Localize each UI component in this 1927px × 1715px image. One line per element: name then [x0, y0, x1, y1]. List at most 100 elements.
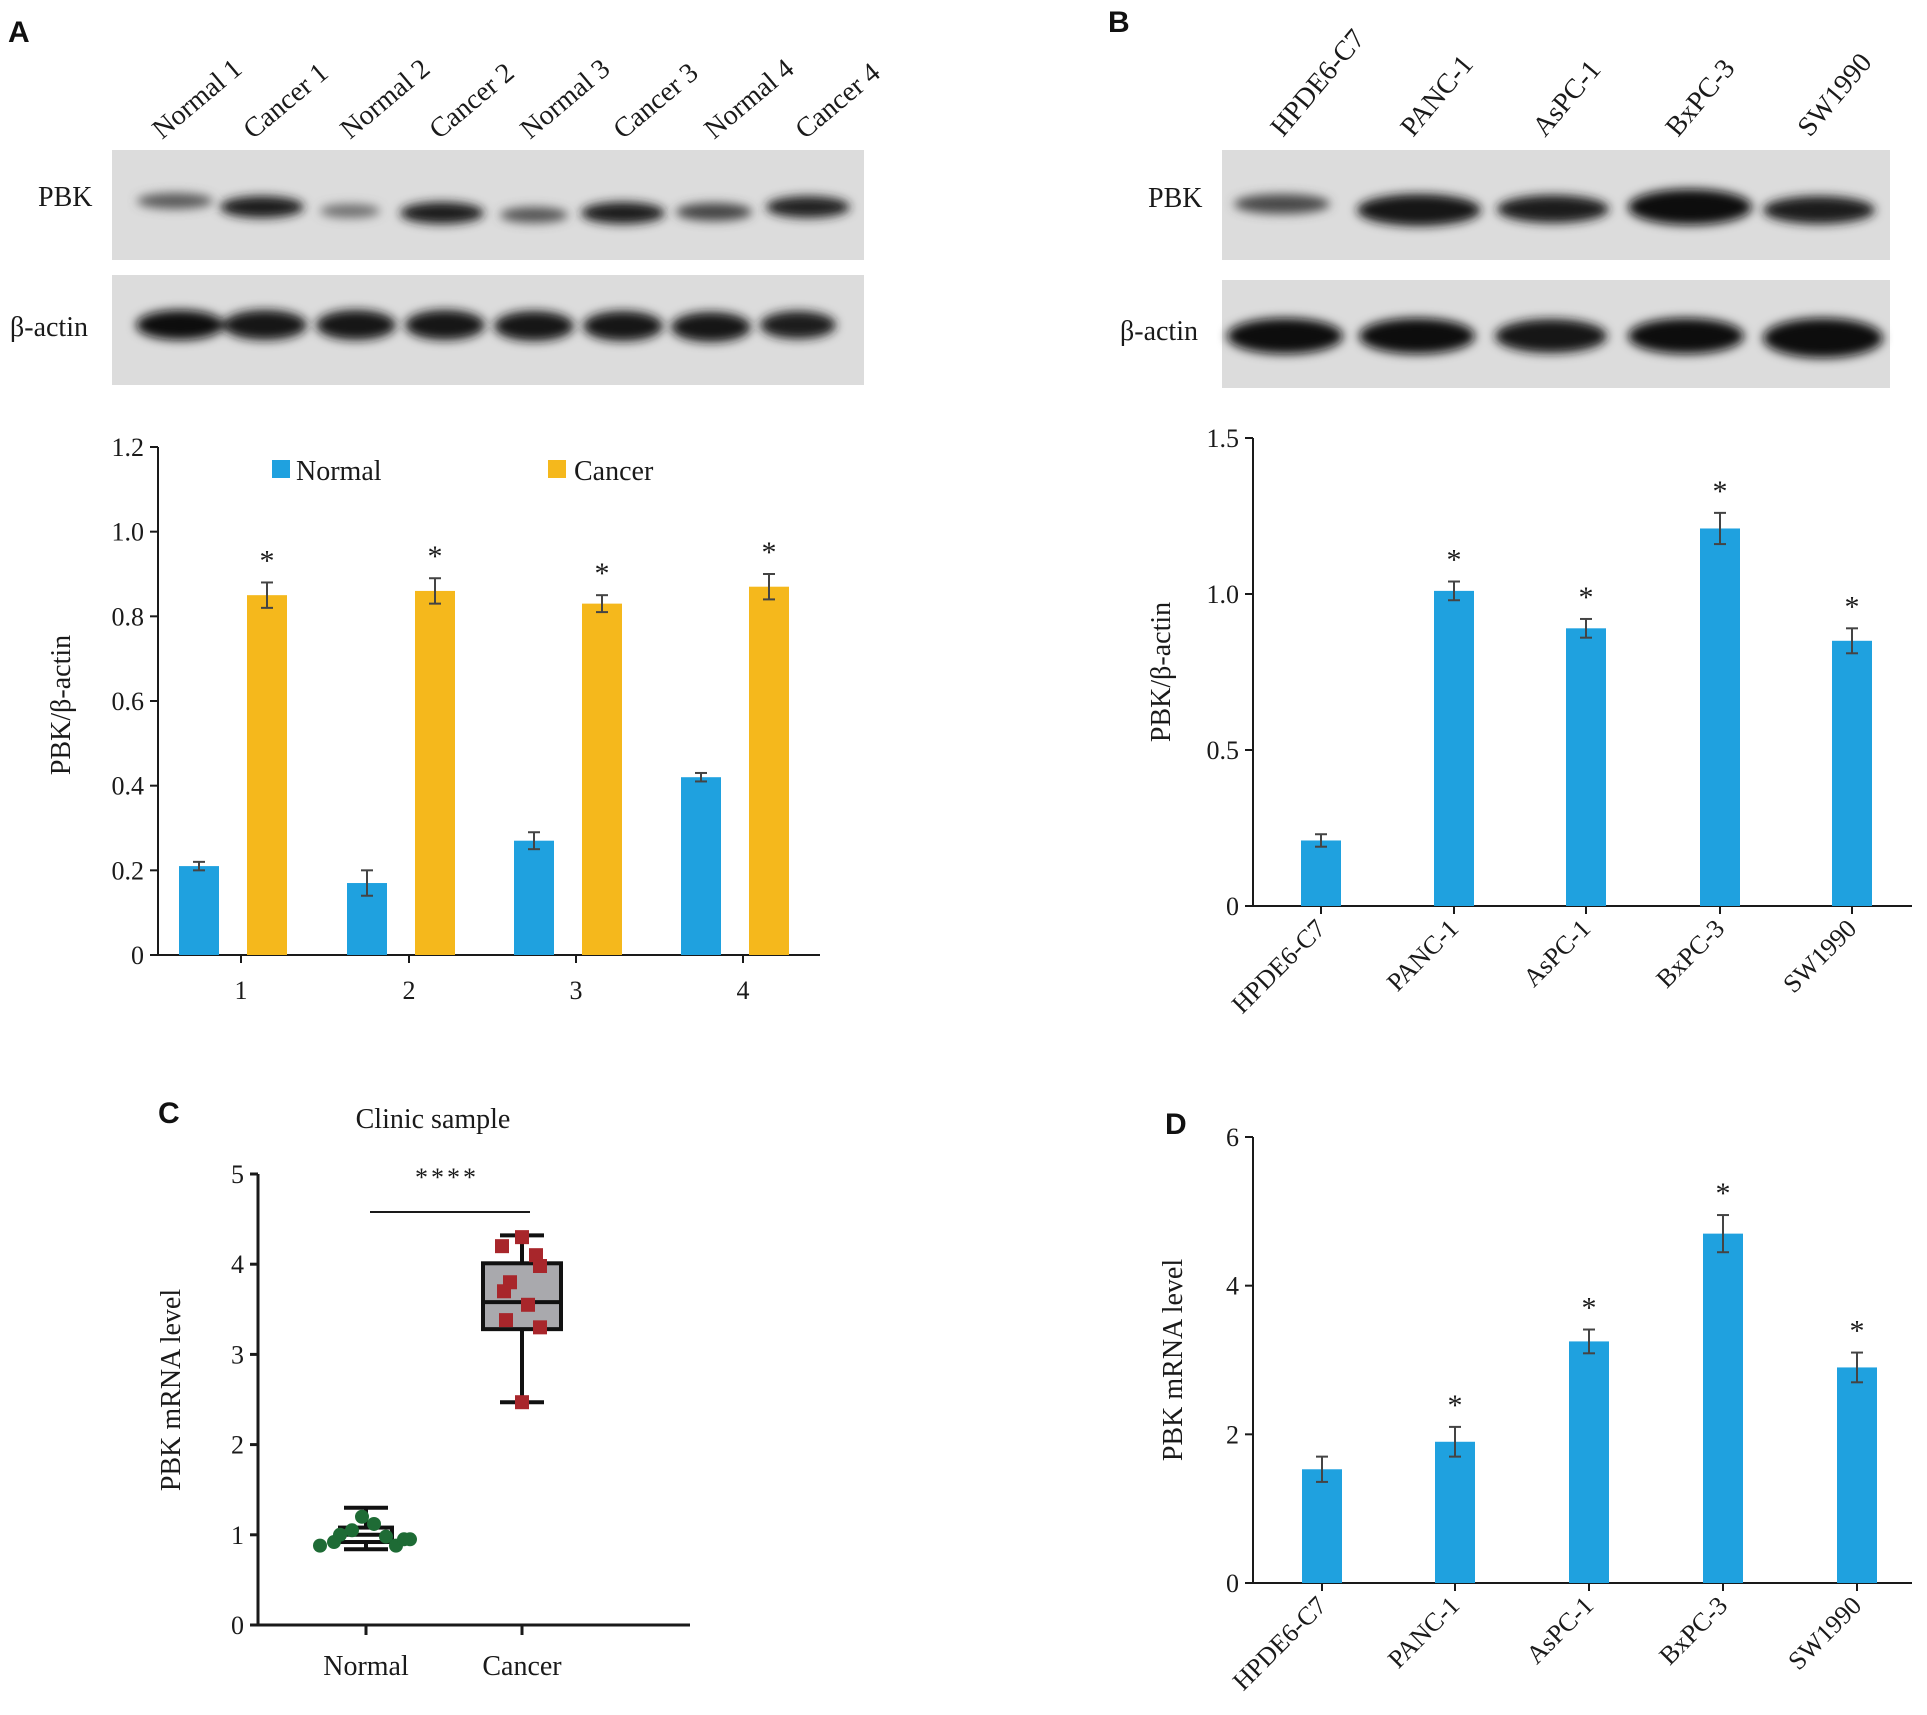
bar-cancer	[415, 590, 455, 955]
x-tick-label: PANC-1	[1382, 1591, 1465, 1674]
data-point-cancer	[515, 1395, 529, 1410]
chart-title: Clinic sample	[356, 1104, 511, 1135]
blot-band	[400, 202, 484, 224]
x-tick-label: HPDE6-C7	[1227, 1591, 1332, 1696]
blot-a-lane-label: Cancer 2	[424, 57, 521, 145]
legend-label-cancer: Cancer	[574, 456, 654, 487]
significance-marker: *	[595, 557, 610, 590]
y-tick-label: 3	[231, 1340, 244, 1369]
x-tick-label: BxPC-3	[1650, 914, 1730, 994]
significance-marker: *	[260, 544, 275, 577]
blot-band	[676, 203, 752, 221]
y-axis-title: PBK/β-actin	[46, 635, 77, 775]
significance-marker: ****	[415, 1163, 479, 1192]
blot-band	[1763, 318, 1883, 358]
panel-letter-d: D	[1165, 1108, 1187, 1141]
blot-b-lane-label: PANC-1	[1395, 49, 1480, 142]
data-point-cancer	[495, 1239, 509, 1254]
blot-band	[316, 310, 396, 340]
data-point-cancer	[515, 1230, 529, 1245]
bar	[1435, 1441, 1475, 1583]
x-tick-label: 2	[403, 976, 416, 1005]
data-point-cancer	[533, 1320, 547, 1335]
bar	[1837, 1367, 1877, 1583]
chart-b: 0 0.5 1.0 1.5 HPDE6-C7 PANC-1 * AsPC-1 * BxPC-3 * S…	[1146, 424, 1912, 1019]
panel-letter-a: A	[8, 16, 30, 49]
blot-a-membrane-actin	[112, 275, 864, 385]
blot-a-row-label-pbk: PBK	[38, 182, 92, 213]
x-tick-label: PANC-1	[1381, 914, 1464, 997]
significance-marker: *	[1582, 1292, 1597, 1325]
blot-band	[500, 207, 568, 223]
blot-band	[766, 196, 850, 218]
y-tick-label: 0.8	[112, 602, 145, 631]
chart-a: 0 0.2 0.4 0.6 0.8 1.0 1.2 1 2 3 4 * * * * PBK/β-actin	[46, 433, 820, 1005]
blot-b: HPDE6-C7 PANC-1 AsPC-1 BxPC-3 SW1990 PBK…	[1120, 24, 1890, 388]
blot-band	[220, 196, 304, 218]
panel-letter-b: B	[1108, 6, 1130, 39]
blot-b-lane-label: BxPC-3	[1660, 53, 1742, 142]
blot-a-lane-label: Normal 4	[699, 53, 801, 145]
blot-a-lane-label: Cancer 3	[608, 57, 705, 145]
blot-b-row-label-pbk: PBK	[1148, 183, 1202, 214]
y-tick-label: 0.5	[1207, 736, 1240, 765]
y-tick-label: 6	[1226, 1123, 1239, 1152]
x-tick-label: Cancer	[482, 1651, 562, 1682]
bar	[1434, 590, 1474, 906]
data-point-normal	[355, 1509, 369, 1524]
x-tick-label: AsPC-1	[1520, 1591, 1599, 1670]
panel-letter-c: C	[158, 1097, 180, 1130]
x-tick-label: Normal	[323, 1651, 409, 1682]
blot-band	[581, 202, 665, 224]
blot-a: Normal 1 Cancer 1 Normal 2 Cancer 2 Norm…	[10, 53, 886, 385]
y-tick-label: 0	[231, 1611, 244, 1640]
data-point-cancer	[521, 1297, 535, 1312]
data-point-normal	[313, 1538, 327, 1553]
y-tick-label: 0.2	[112, 856, 145, 885]
x-tick-label: HPDE6-C7	[1226, 914, 1331, 1019]
box	[481, 1261, 563, 1332]
y-axis-title: PBK mRNA level	[1158, 1259, 1189, 1461]
bar-cancer	[582, 603, 622, 955]
blot-band	[1628, 318, 1744, 354]
blot-b-row-label-actin: β-actin	[1120, 316, 1198, 347]
x-tick-label: 1	[235, 976, 248, 1005]
bar	[1832, 640, 1872, 906]
blot-band	[405, 310, 485, 340]
x-tick-label: SW1990	[1777, 914, 1862, 999]
data-point-normal	[403, 1532, 417, 1547]
significance-marker: *	[1447, 544, 1462, 577]
blot-b-lane-label: SW1990	[1792, 48, 1879, 143]
y-tick-label: 5	[231, 1160, 244, 1189]
x-tick-label: 3	[570, 976, 583, 1005]
blot-band	[137, 193, 213, 209]
blot-band	[671, 312, 751, 342]
bar-normal	[681, 777, 721, 955]
bar	[1566, 628, 1606, 906]
y-tick-label: 0.4	[112, 772, 145, 801]
significance-marker: *	[1845, 590, 1860, 623]
legend-label-normal: Normal	[296, 456, 382, 487]
x-tick-label: AsPC-1	[1517, 914, 1596, 993]
data-point-cancer	[529, 1248, 543, 1263]
x-tick-label: SW1990	[1782, 1591, 1867, 1676]
y-tick-label: 1.5	[1207, 424, 1240, 453]
y-tick-label: 4	[231, 1250, 244, 1279]
significance-marker: *	[1850, 1315, 1865, 1348]
blot-band	[1359, 318, 1475, 354]
y-tick-label: 0	[131, 941, 144, 970]
blot-a-lane-label: Normal 1	[147, 53, 249, 145]
bar-normal	[179, 866, 219, 955]
bar-cancer	[247, 595, 287, 955]
x-tick-label: BxPC-3	[1653, 1591, 1733, 1671]
blot-band	[1227, 318, 1343, 354]
y-tick-label: 4	[1226, 1272, 1239, 1301]
blot-band	[136, 310, 224, 340]
y-tick-label: 1.0	[1207, 580, 1240, 609]
blot-band	[1497, 195, 1609, 223]
y-tick-label: 0.6	[112, 687, 145, 716]
bar	[1302, 1469, 1342, 1583]
bar	[1569, 1341, 1609, 1583]
y-tick-label: 2	[231, 1431, 244, 1460]
y-tick-label: 2	[1226, 1420, 1239, 1449]
